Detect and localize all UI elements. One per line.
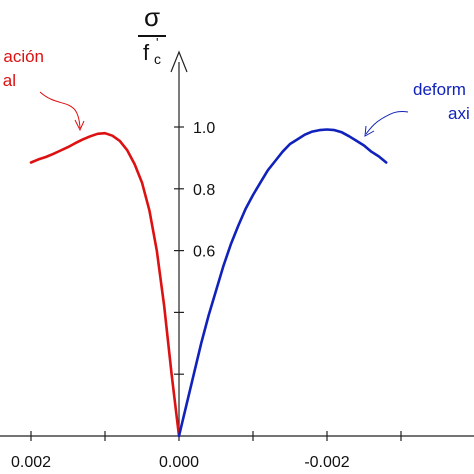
x-tick-label-0: 0.002 bbox=[11, 454, 51, 471]
x-tick-label-4: -0.002 bbox=[304, 454, 349, 471]
series-line-1 bbox=[177, 128, 388, 438]
series-label-red-line-2: al bbox=[3, 71, 16, 90]
y-tick-label-3: 0.8 bbox=[193, 182, 215, 199]
series-label-blue-line-2: axi bbox=[448, 104, 470, 123]
ticks: 0.002 0.000 -0.002 0.6 0.8 1.0 bbox=[11, 120, 402, 471]
annotations: ación al deform axi bbox=[3, 47, 470, 137]
series-label-blue-line-1: deform bbox=[413, 80, 466, 99]
y-tick-label-2: 0.6 bbox=[193, 244, 215, 261]
y-axis-arrowhead bbox=[170, 50, 188, 73]
ylabel-superscript: ' bbox=[156, 35, 158, 50]
series-line-0 bbox=[29, 131, 181, 438]
series bbox=[29, 128, 388, 438]
series-label-red-line-1: ación bbox=[3, 47, 44, 66]
y-axis-label: σ f c ' bbox=[138, 2, 166, 67]
ylabel-numerator: σ bbox=[144, 2, 160, 32]
y-tick-label-4: 1.0 bbox=[193, 120, 215, 137]
ylabel-subscript: c bbox=[154, 51, 161, 67]
red-label-pointer bbox=[39, 91, 81, 129]
x-tick-label-2: 0.000 bbox=[159, 454, 199, 471]
blue-label-pointer-arrowhead bbox=[364, 125, 375, 137]
ylabel-denominator: f bbox=[143, 40, 150, 65]
red-label-pointer-arrowhead bbox=[74, 119, 85, 132]
blue-label-pointer bbox=[365, 111, 409, 135]
axes bbox=[0, 50, 474, 437]
